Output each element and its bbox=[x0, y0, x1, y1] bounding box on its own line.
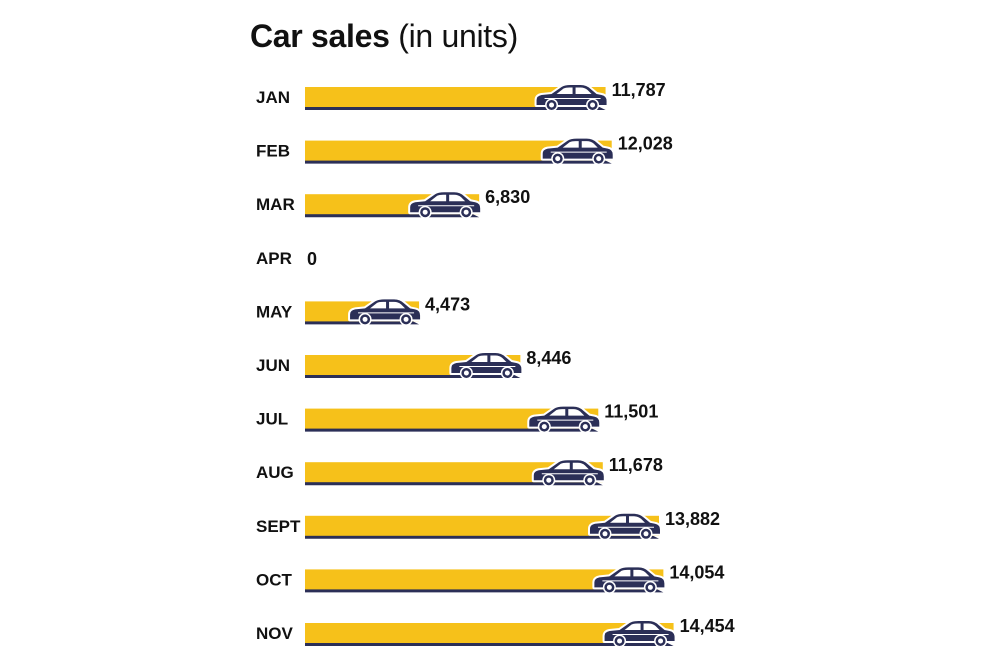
chart-title-main: Car sales bbox=[250, 18, 390, 54]
category-label: SEPT bbox=[256, 517, 301, 536]
value-label: 13,882 bbox=[665, 509, 720, 529]
car-icon bbox=[527, 404, 602, 434]
bar bbox=[305, 569, 664, 590]
value-label: 11,787 bbox=[612, 80, 666, 100]
category-label: MAY bbox=[256, 302, 293, 321]
bar-row: AUG 11,678 bbox=[256, 455, 663, 487]
bar-row: MAR 6,830 bbox=[256, 187, 530, 219]
category-label: JAN bbox=[256, 88, 290, 107]
category-label: AUG bbox=[256, 463, 294, 482]
bar-row: MAY 4,473 bbox=[256, 294, 470, 326]
value-label: 6,830 bbox=[485, 187, 530, 207]
value-label: 14,454 bbox=[680, 616, 735, 636]
bar-row: APR 0 bbox=[256, 249, 317, 269]
car-icon bbox=[540, 136, 615, 166]
category-label: JUL bbox=[256, 410, 288, 429]
bar bbox=[305, 515, 659, 536]
bar bbox=[305, 140, 612, 161]
bar-row: JUL 11,501 bbox=[256, 402, 658, 434]
value-label: 0 bbox=[307, 249, 317, 269]
category-label: FEB bbox=[256, 142, 290, 161]
category-label: JUN bbox=[256, 356, 290, 375]
car-icon bbox=[449, 351, 524, 380]
value-label: 11,501 bbox=[604, 402, 658, 422]
category-label: OCT bbox=[256, 570, 293, 589]
bar-row: OCT 14,054 bbox=[256, 562, 724, 594]
car-icon bbox=[534, 83, 609, 112]
chart-title: Car sales (in units) bbox=[250, 18, 518, 55]
bar bbox=[305, 408, 599, 429]
value-label: 8,446 bbox=[526, 348, 571, 368]
category-label: APR bbox=[256, 249, 292, 268]
value-label: 12,028 bbox=[618, 134, 673, 154]
car-icon bbox=[531, 458, 606, 487]
car-icon bbox=[592, 565, 667, 594]
bar bbox=[305, 87, 606, 107]
bar bbox=[305, 623, 674, 643]
category-label: MAR bbox=[256, 195, 295, 214]
value-label: 4,473 bbox=[425, 294, 470, 314]
car-icon bbox=[587, 511, 662, 541]
bar bbox=[305, 462, 603, 483]
car-icon bbox=[408, 190, 483, 219]
bar-row: NOV 14,454 bbox=[256, 616, 735, 648]
bar-row: JUN 8,446 bbox=[256, 348, 571, 380]
category-label: NOV bbox=[256, 624, 294, 643]
value-label: 11,678 bbox=[609, 455, 663, 475]
chart-title-sub: (in units) bbox=[398, 18, 518, 54]
bar-row: FEB 12,028 bbox=[256, 134, 673, 166]
bar-row: SEPT 13,882 bbox=[256, 509, 720, 541]
value-label: 14,054 bbox=[669, 562, 724, 582]
car-icon bbox=[348, 297, 423, 326]
bar-row: JAN 11,787 bbox=[256, 80, 666, 112]
car-icon bbox=[602, 619, 677, 648]
